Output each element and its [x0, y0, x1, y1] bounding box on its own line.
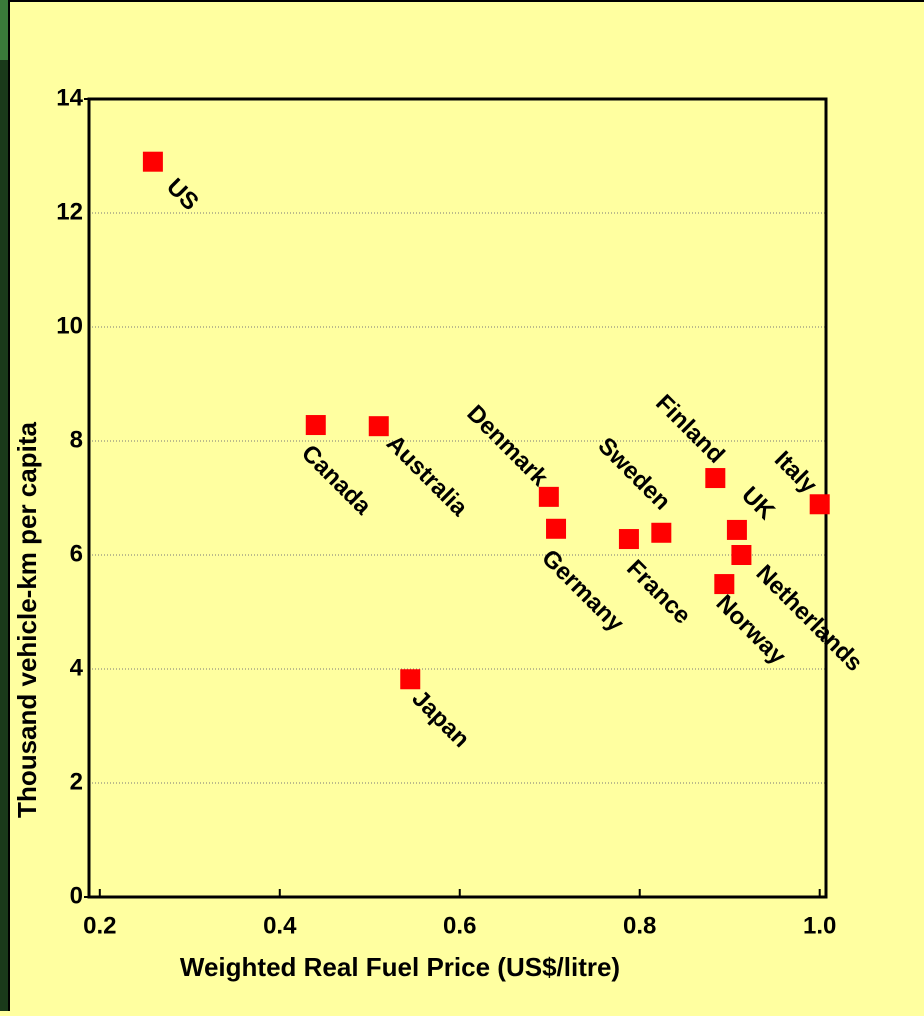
y-tick-label: 8: [70, 426, 83, 453]
point-label: France: [621, 555, 696, 630]
point: [546, 519, 566, 539]
x-tick-label: 0.8: [623, 912, 656, 939]
x-tick-label: 0.2: [83, 912, 116, 939]
point-label: Australia: [381, 430, 473, 522]
point: [143, 152, 163, 172]
point: [810, 494, 830, 514]
point: [705, 468, 725, 488]
point: [369, 416, 389, 436]
point-label: Italy: [769, 446, 823, 500]
y-tick-label: 6: [70, 540, 83, 567]
point: [539, 487, 559, 507]
point-label: Japan: [407, 685, 475, 753]
y-tick-label: 0: [70, 882, 83, 909]
x-axis-title: Weighted Real Fuel Price (US$/litre): [180, 952, 620, 982]
x-tick-label: 1.0: [803, 912, 836, 939]
point-label: US: [161, 173, 204, 216]
point-label: Canada: [296, 440, 377, 521]
chart: Weighted Real Fuel Price (US$/litre) Tho…: [0, 0, 924, 1011]
x-tick-label: 0.4: [263, 912, 297, 939]
point: [306, 415, 326, 435]
y-tick-label: 10: [56, 312, 83, 339]
point-label: Sweden: [592, 432, 675, 515]
point-label: Denmark: [461, 400, 553, 492]
point: [400, 669, 420, 689]
frame-corner: [0, 0, 9, 60]
frame-edge: [0, 0, 9, 1011]
point: [731, 545, 751, 565]
y-tick-label: 4: [70, 654, 84, 681]
point: [651, 523, 671, 543]
y-tick-label: 14: [56, 84, 83, 111]
x-tick-label: 0.6: [443, 912, 476, 939]
point: [727, 520, 747, 540]
point: [619, 529, 639, 549]
y-axis-title: Thousand vehicle-km per capita: [12, 422, 42, 818]
point-label: Germany: [536, 544, 629, 637]
point-label: Finland: [650, 389, 729, 468]
y-tick-label: 12: [56, 198, 83, 225]
point-label: UK: [736, 482, 780, 526]
y-tick-label: 2: [70, 768, 83, 795]
